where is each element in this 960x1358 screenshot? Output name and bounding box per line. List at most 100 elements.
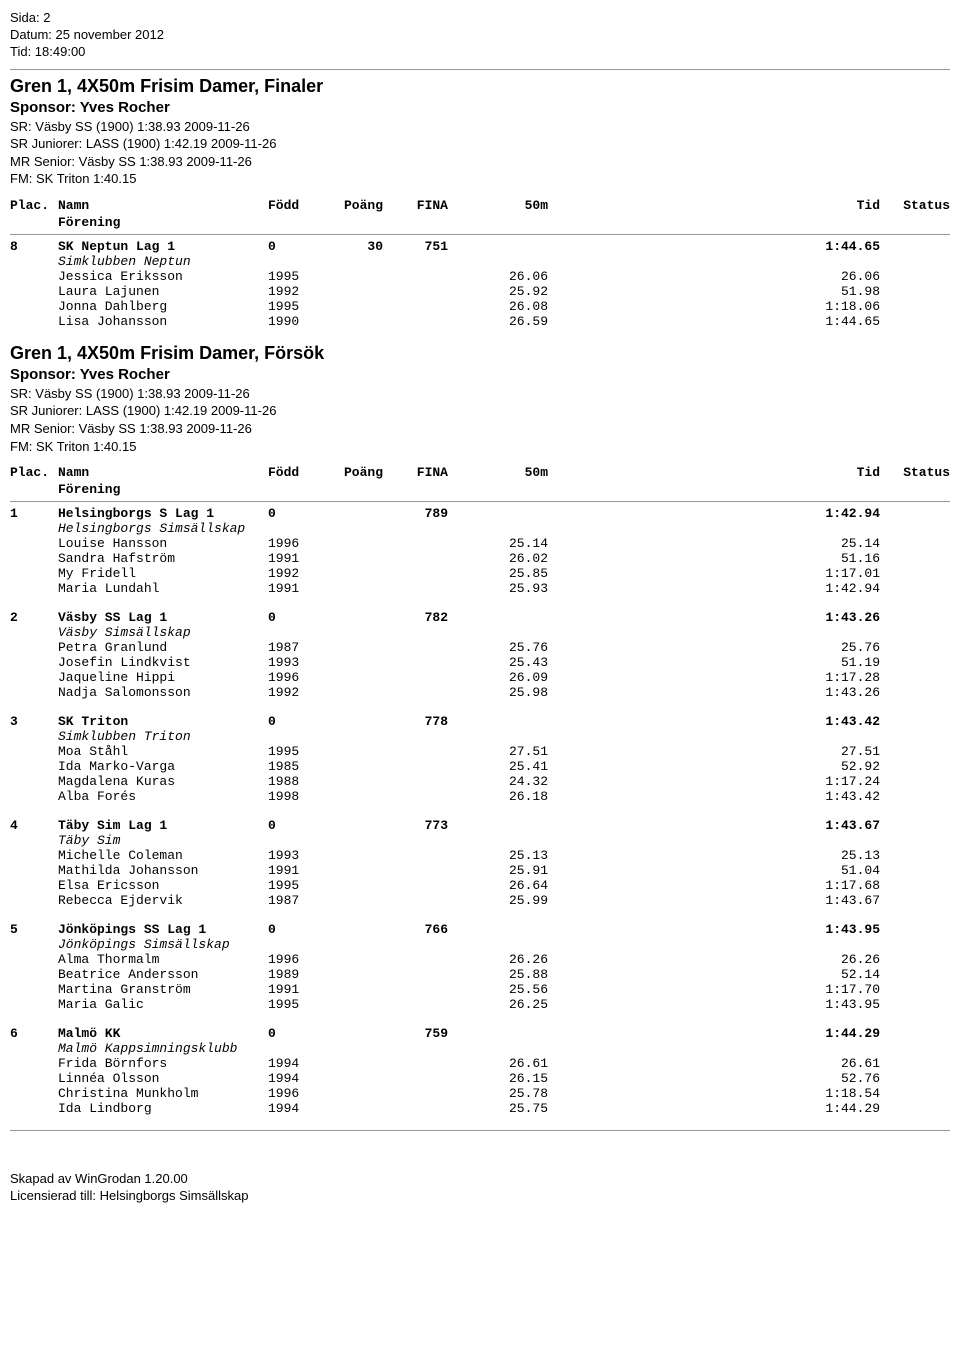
team-block: 1Helsingborgs S Lag 107891:42.94Helsingb… [10, 506, 950, 596]
swimmer-tid: 26.26 [800, 952, 880, 967]
team-fodd: 0 [268, 922, 323, 937]
swimmer-50m: 26.09 [448, 670, 548, 685]
team-fina: 782 [383, 610, 448, 625]
section2-title: Gren 1, 4X50m Frisim Damer, Försök [10, 343, 950, 364]
swimmer-tid: 1:18.06 [800, 299, 880, 314]
swimmer-50m: 25.98 [448, 685, 548, 700]
swimmer-row: Christina Munkholm199625.781:18.54 [10, 1086, 950, 1101]
record-line: MR Senior: Väsby SS 1:38.93 2009-11-26 [10, 420, 950, 438]
team-50m [448, 239, 548, 254]
section2-records: SR: Väsby SS (1900) 1:38.93 2009-11-26 S… [10, 385, 950, 455]
swimmer-row: Alba Forés199826.181:43.42 [10, 789, 950, 804]
swimmer-row: Martina Granström199125.561:17.70 [10, 982, 950, 997]
swimmer-name: Moa Ståhl [58, 744, 268, 759]
col-tid: Tid [800, 198, 880, 213]
swimmer-50m: 26.06 [448, 269, 548, 284]
page-footer: Skapad av WinGrodan 1.20.00 Licensierad … [10, 1171, 950, 1205]
team-block: 5Jönköpings SS Lag 107661:43.95Jönköping… [10, 922, 950, 1012]
swimmer-fodd: 1992 [268, 566, 323, 581]
team-50m [448, 922, 548, 937]
swimmer-row: Frida Börnfors199426.6126.61 [10, 1056, 950, 1071]
team-status [880, 818, 950, 833]
swimmer-row: Michelle Coleman199325.1325.13 [10, 848, 950, 863]
team-name: SK Triton [58, 714, 268, 729]
swimmer-row: Jaqueline Hippi199626.091:17.28 [10, 670, 950, 685]
team-poang [323, 922, 383, 937]
swimmer-50m: 25.14 [448, 536, 548, 551]
team-tid: 1:43.95 [800, 922, 880, 937]
record-line: SR: Väsby SS (1900) 1:38.93 2009-11-26 [10, 118, 950, 136]
swimmer-50m: 26.02 [448, 551, 548, 566]
swimmer-name: Maria Lundahl [58, 581, 268, 596]
swimmer-name: Nadja Salomonsson [58, 685, 268, 700]
swimmer-row: Ida Lindborg199425.751:44.29 [10, 1101, 950, 1116]
swimmer-name: Josefin Lindkvist [58, 655, 268, 670]
swimmer-row: Alma Thormalm199626.2626.26 [10, 952, 950, 967]
col-poang: Poäng [323, 465, 383, 480]
team-tid: 1:44.29 [800, 1026, 880, 1041]
team-fodd: 0 [268, 714, 323, 729]
team-poang [323, 506, 383, 521]
swimmer-tid: 1:42.94 [800, 581, 880, 596]
swimmer-name: Magdalena Kuras [58, 774, 268, 789]
team-fodd: 0 [268, 239, 323, 254]
club-name: Simklubben Neptun [10, 254, 950, 269]
swimmer-50m: 26.59 [448, 314, 548, 329]
section2-teams: 1Helsingborgs S Lag 107891:42.94Helsingb… [10, 506, 950, 1116]
swimmer-row: Jessica Eriksson199526.0626.06 [10, 269, 950, 284]
swimmer-fodd: 1991 [268, 581, 323, 596]
swimmer-tid: 1:44.29 [800, 1101, 880, 1116]
swimmer-row: Maria Lundahl199125.931:42.94 [10, 581, 950, 596]
swimmer-name: Linnéa Olsson [58, 1071, 268, 1086]
team-name: Täby Sim Lag 1 [58, 818, 268, 833]
col-namn: Namn [58, 465, 268, 480]
swimmer-fodd: 1995 [268, 878, 323, 893]
record-line: SR: Väsby SS (1900) 1:38.93 2009-11-26 [10, 385, 950, 403]
section1-title: Gren 1, 4X50m Frisim Damer, Finaler [10, 76, 950, 97]
col-fina: FINA [383, 198, 448, 213]
team-tid: 1:43.67 [800, 818, 880, 833]
team-row: 2Väsby SS Lag 107821:43.26 [10, 610, 950, 625]
swimmer-tid: 1:43.42 [800, 789, 880, 804]
swimmer-50m: 27.51 [448, 744, 548, 759]
swimmer-50m: 26.18 [448, 789, 548, 804]
section2-table-header: Plac. Namn Född Poäng FINA 50m Tid Statu… [10, 465, 950, 480]
team-fina: 759 [383, 1026, 448, 1041]
swimmer-fodd: 1993 [268, 848, 323, 863]
swimmer-tid: 52.14 [800, 967, 880, 982]
swimmer-tid: 26.06 [800, 269, 880, 284]
swimmer-tid: 1:17.28 [800, 670, 880, 685]
team-50m [448, 610, 548, 625]
col-status: Status [880, 465, 950, 480]
swimmer-name: Laura Lajunen [58, 284, 268, 299]
team-status [880, 714, 950, 729]
team-name: Malmö KK [58, 1026, 268, 1041]
swimmer-50m: 26.25 [448, 997, 548, 1012]
col-50m: 50m [448, 198, 548, 213]
team-name: SK Neptun Lag 1 [58, 239, 268, 254]
team-fodd: 0 [268, 610, 323, 625]
swimmer-fodd: 1991 [268, 551, 323, 566]
section1-forening-header: Förening [10, 215, 950, 230]
swimmer-tid: 52.76 [800, 1071, 880, 1086]
team-status [880, 239, 950, 254]
swimmer-row: Laura Lajunen199225.9251.98 [10, 284, 950, 299]
team-poang [323, 610, 383, 625]
swimmer-fodd: 1991 [268, 863, 323, 878]
swimmer-50m: 26.15 [448, 1071, 548, 1086]
swimmer-tid: 1:43.95 [800, 997, 880, 1012]
team-plac: 1 [10, 506, 58, 521]
swimmer-tid: 1:17.24 [800, 774, 880, 789]
team-block: 4Täby Sim Lag 107731:43.67Täby SimMichel… [10, 818, 950, 908]
swimmer-name: Mathilda Johansson [58, 863, 268, 878]
swimmer-50m: 25.75 [448, 1101, 548, 1116]
col-plac: Plac. [10, 465, 58, 480]
swimmer-name: Sandra Hafström [58, 551, 268, 566]
swimmer-fodd: 1992 [268, 685, 323, 700]
team-poang [323, 818, 383, 833]
swimmer-fodd: 1998 [268, 789, 323, 804]
team-row: 8SK Neptun Lag 10307511:44.65 [10, 239, 950, 254]
team-row: 6Malmö KK07591:44.29 [10, 1026, 950, 1041]
swimmer-row: Ida Marko-Varga198525.4152.92 [10, 759, 950, 774]
swimmer-50m: 26.64 [448, 878, 548, 893]
